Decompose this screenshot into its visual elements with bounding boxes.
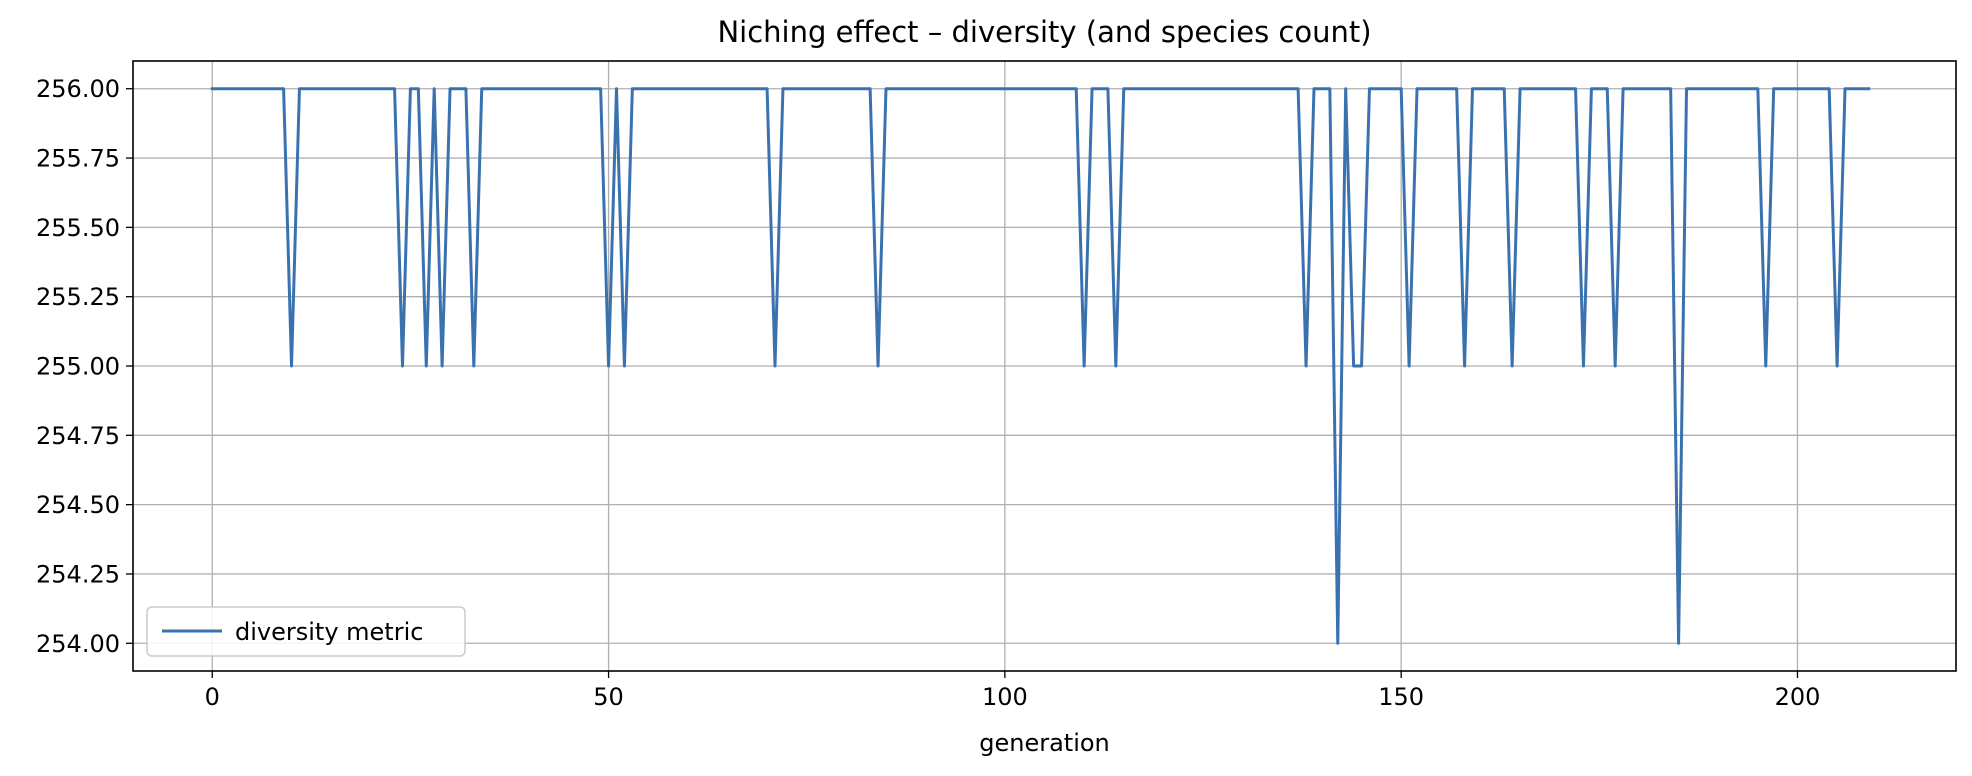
x-tick-label: 0 bbox=[205, 683, 220, 711]
x-tick-label: 100 bbox=[982, 683, 1028, 711]
chart-title: Niching effect – diversity (and species … bbox=[717, 15, 1371, 49]
y-tick-label: 255.75 bbox=[36, 145, 120, 173]
y-axis-ticks: 254.00 254.25 254.50 254.75 255.00 255.25 255.… bbox=[36, 75, 133, 658]
x-tick-label: 50 bbox=[593, 683, 624, 711]
legend: diversity metric bbox=[146, 606, 466, 657]
y-tick-label: 255.50 bbox=[36, 214, 120, 242]
plot-lines bbox=[210, 87, 1871, 645]
series-line bbox=[210, 87, 1871, 645]
y-tick-label: 254.00 bbox=[36, 630, 120, 658]
x-axis-ticks: 0 50 100 150 200 bbox=[205, 671, 1821, 711]
y-tick-label: 255.25 bbox=[36, 283, 120, 311]
y-tick-label: 256.00 bbox=[36, 75, 120, 103]
y-tick-label: 255.00 bbox=[36, 353, 120, 381]
x-tick-label: 200 bbox=[1775, 683, 1821, 711]
x-tick-label: 150 bbox=[1378, 683, 1424, 711]
y-tick-label: 254.25 bbox=[36, 560, 120, 588]
legend-label: diversity metric bbox=[235, 618, 423, 646]
legend-box bbox=[146, 606, 466, 657]
y-tick-label: 254.50 bbox=[36, 491, 120, 519]
y-tick-label: 254.75 bbox=[36, 422, 120, 450]
x-axis-title: generation bbox=[979, 729, 1110, 757]
